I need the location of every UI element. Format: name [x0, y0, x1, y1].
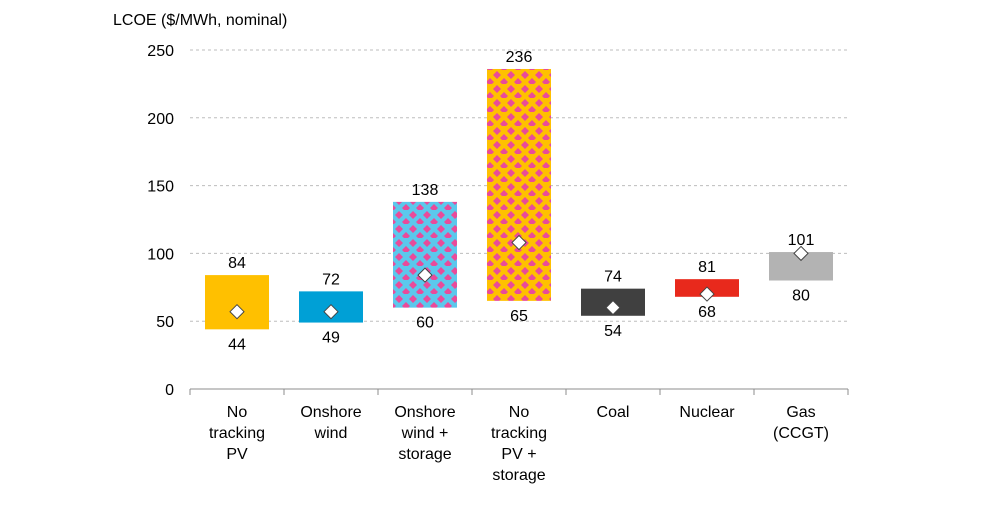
high-value-label-7: 101: [788, 232, 815, 249]
low-value-label-6: 68: [698, 304, 716, 321]
midpoint-marker-3: [417, 267, 433, 283]
low-value-label-7: 80: [792, 288, 810, 305]
x-category-label-line: Coal: [597, 404, 630, 421]
x-category-label-line: No: [509, 404, 530, 421]
x-category-label-1: No tracking PV: [209, 404, 265, 463]
range-bar-1: [205, 275, 269, 330]
x-category-label-line: No: [227, 404, 248, 421]
x-category-label-line: tracking: [209, 425, 265, 442]
x-category-label-line: wind +: [401, 425, 449, 442]
x-category-label-line: Nuclear: [679, 404, 735, 421]
high-value-label-3: 138: [412, 182, 439, 199]
x-category-label-7: Gas (CCGT): [773, 404, 829, 442]
range-bar-4: [487, 68, 551, 301]
x-category-label-3: Onshore wind + storage: [394, 404, 455, 463]
y-axis-title: LCOE ($/MWh, nominal): [113, 12, 287, 29]
range-bars: [205, 68, 833, 330]
x-category-label-4: No tracking PV + storage: [491, 404, 547, 484]
x-tick-labels: No tracking PV Onshore wind Onshore wind + stor…: [189, 389, 849, 484]
x-category-label-5: Coal: [597, 404, 630, 421]
midpoint-marker-4: [511, 234, 527, 251]
midpoint-marker-6: [699, 286, 715, 302]
data-labels: 84 44 72 49 138 60 236 65 74 54 81 68 101 80: [228, 49, 814, 353]
low-value-label-3: 60: [416, 315, 434, 332]
y-tick-label-50: 50: [156, 314, 174, 331]
y-tick-label-150: 150: [147, 179, 174, 196]
range-bar-3: [393, 201, 457, 308]
x-category-label-line: (CCGT): [773, 425, 829, 442]
high-value-label-2: 72: [322, 271, 340, 288]
y-tick-labels: 0 50 100 150 200 250: [147, 43, 174, 399]
x-category-label-line: PV +: [501, 446, 536, 463]
y-tick-label-0: 0: [165, 382, 174, 399]
midpoint-markers: [229, 234, 809, 320]
high-value-label-5: 74: [604, 269, 622, 286]
midpoint-marker-5: [605, 299, 621, 316]
low-value-label-4: 65: [510, 308, 528, 325]
low-value-label-1: 44: [228, 336, 246, 353]
x-category-label-line: Onshore: [394, 404, 455, 421]
x-category-label-line: tracking: [491, 425, 547, 442]
low-value-label-2: 49: [322, 330, 340, 347]
low-value-label-5: 54: [604, 323, 622, 340]
high-value-label-1: 84: [228, 255, 246, 272]
x-category-label-line: storage: [398, 446, 451, 463]
y-tick-label-100: 100: [147, 246, 174, 263]
x-category-label-6: Nuclear: [679, 404, 735, 421]
x-category-label-line: Onshore: [300, 404, 361, 421]
x-category-label-line: Gas: [786, 404, 815, 421]
y-tick-label-200: 200: [147, 111, 174, 128]
high-value-label-6: 81: [698, 259, 716, 276]
x-category-label-2: Onshore wind: [300, 404, 361, 442]
midpoint-marker-1: [229, 304, 245, 320]
y-tick-label-250: 250: [147, 43, 174, 60]
x-category-label-line: wind: [314, 425, 348, 442]
x-category-label-line: storage: [492, 467, 545, 484]
midpoint-marker-7: [793, 245, 809, 262]
midpoint-marker-2: [323, 304, 339, 320]
high-value-label-4: 236: [506, 49, 533, 66]
x-category-label-line: PV: [226, 446, 248, 463]
